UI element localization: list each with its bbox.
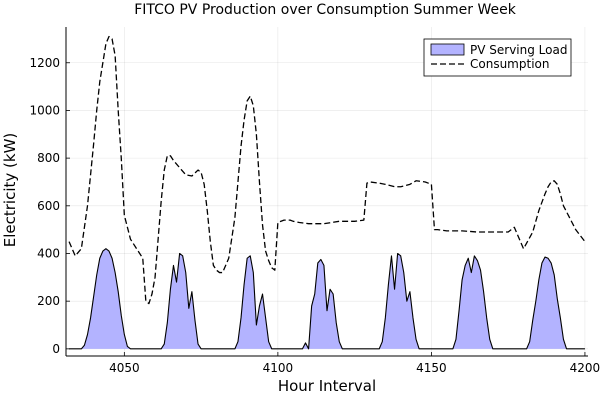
y-axis-title: Electricity (kW)	[1, 133, 19, 248]
chart-title: FITCO PV Production over Consumption Sum…	[134, 2, 517, 18]
y-tick-label-1000: 1000	[29, 103, 60, 117]
legend: PV Serving Load Consumption	[423, 38, 572, 77]
consumption-line-layer	[68, 35, 586, 305]
y-tick-label-400: 400	[37, 246, 60, 260]
consumption-line	[68, 35, 586, 305]
pv-serving-load-outline	[69, 248, 585, 350]
y-tick-label-600: 600	[37, 199, 60, 213]
x-tick-label-4050: 4050	[109, 361, 140, 375]
x-axis-title: Hour Interval	[278, 377, 376, 395]
legend-label-pv: PV Serving Load	[470, 43, 567, 57]
legend-swatch-pv	[430, 43, 465, 56]
y-tick-label-800: 800	[37, 151, 60, 165]
legend-label-consumption: Consumption	[470, 57, 549, 71]
pv-serving-load-area	[69, 248, 585, 349]
pv-area-layer	[69, 248, 585, 350]
y-tick-label-0: 0	[52, 342, 60, 356]
y-tick-label-200: 200	[37, 294, 60, 308]
x-tick-label-4150: 4150	[416, 361, 447, 375]
x-tick-label-4200: 4200	[570, 361, 600, 375]
y-ticks: 0 200 400 600 800 1000 1200	[29, 56, 70, 356]
x-tick-label-4100: 4100	[263, 361, 294, 375]
y-tick-label-1200: 1200	[29, 56, 60, 70]
x-ticks: 4050 4100 4150 4200	[109, 352, 600, 375]
